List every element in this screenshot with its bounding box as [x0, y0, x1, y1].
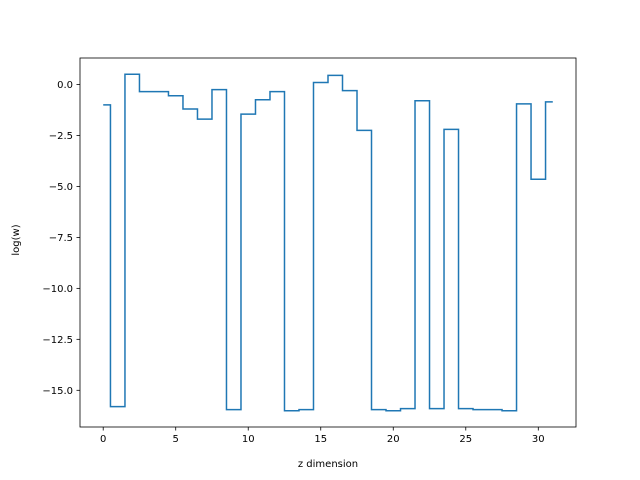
y-axis-label: log(w) [11, 224, 22, 255]
y-tick-label: 0.0 [57, 80, 73, 91]
x-tick-label: 10 [242, 434, 255, 445]
x-tick-label: 30 [532, 434, 545, 445]
axes: 0 5 10 15 20 25 30 0.0 −2.5 −5.0 −7.5 −10.0 −12.5 −15… [42, 57, 577, 445]
x-tick-label: 5 [173, 434, 179, 445]
y-tick-label: −7.5 [49, 233, 73, 244]
x-tick-label: 20 [387, 434, 400, 445]
axes-frame [79, 57, 577, 428]
plot-area [103, 73, 553, 412]
y-tick-label: −2.5 [49, 131, 73, 142]
y-tick-label: −10.0 [42, 284, 73, 295]
y-tick-label: −12.5 [42, 335, 73, 346]
y-tick-label: −15.0 [42, 386, 73, 397]
x-axis-label: z dimension [298, 459, 358, 470]
x-tick-label: 15 [314, 434, 327, 445]
x-tick-label: 25 [459, 434, 472, 445]
y-tick-label: −5.0 [49, 182, 73, 193]
x-tick-label: 0 [100, 434, 106, 445]
series-line [103, 73, 553, 412]
